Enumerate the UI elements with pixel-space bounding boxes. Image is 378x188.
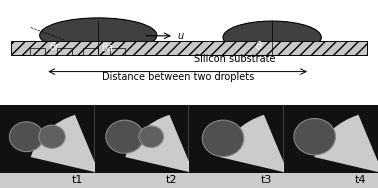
Bar	[0, 105, 94, 173]
Text: θ: θ	[256, 41, 262, 51]
Circle shape	[39, 125, 65, 148]
Bar	[110, 49, 125, 55]
Bar	[0, 173, 94, 188]
Text: θr: θr	[50, 42, 60, 52]
Wedge shape	[31, 115, 99, 173]
Circle shape	[139, 126, 163, 147]
Bar	[30, 49, 45, 55]
Circle shape	[106, 120, 144, 153]
Bar	[83, 49, 98, 55]
Wedge shape	[125, 115, 194, 173]
Bar	[284, 173, 378, 188]
Wedge shape	[314, 115, 378, 173]
Text: t4: t4	[355, 175, 367, 185]
Bar	[57, 49, 72, 55]
Text: Distance between two droplets: Distance between two droplets	[102, 72, 254, 82]
Text: θa: θa	[102, 43, 114, 53]
Ellipse shape	[40, 18, 157, 53]
Text: Silicon substrate: Silicon substrate	[194, 54, 275, 64]
Bar	[0, 41, 378, 105]
Text: t1: t1	[72, 175, 83, 185]
Bar	[284, 105, 378, 173]
Circle shape	[294, 118, 336, 155]
Bar	[94, 105, 189, 173]
Circle shape	[202, 120, 244, 157]
Text: u: u	[178, 31, 184, 41]
Wedge shape	[220, 115, 288, 173]
Text: t2: t2	[166, 175, 178, 185]
Bar	[11, 41, 367, 55]
Bar	[189, 105, 284, 173]
Circle shape	[9, 122, 43, 152]
Text: t3: t3	[261, 175, 272, 185]
Bar	[189, 173, 284, 188]
Bar	[94, 173, 189, 188]
Ellipse shape	[223, 21, 321, 54]
